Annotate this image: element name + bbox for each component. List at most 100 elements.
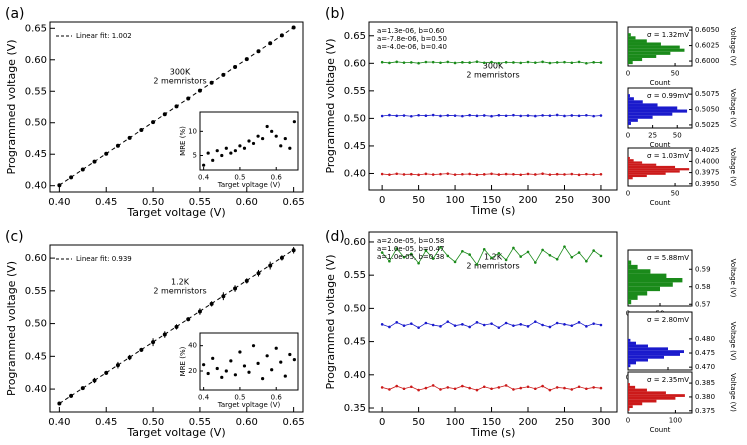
annotation: 2 memristors (466, 71, 519, 80)
annotation: 1.2K (171, 278, 190, 287)
legend-label: Linear fit: 0.939 (76, 255, 132, 263)
data-point (265, 124, 269, 129)
data-point (526, 172, 530, 176)
data-point (541, 384, 544, 388)
data-point (424, 60, 428, 64)
data-point (127, 135, 132, 140)
x-tick-label: 250 (555, 195, 574, 206)
y-tick-label: 0.480 (695, 335, 715, 343)
data-point (439, 245, 442, 249)
data-point (570, 388, 574, 391)
data-point (417, 326, 420, 329)
data-point (92, 378, 97, 383)
data-point (534, 173, 537, 176)
data-point (439, 388, 442, 391)
data-point (229, 359, 233, 363)
hist-bar (628, 61, 633, 65)
data-point (534, 261, 537, 264)
hist-bar (628, 299, 632, 305)
y-axis-label: Voltage (V) (729, 373, 737, 412)
data-point (504, 172, 508, 176)
plot-frame (368, 21, 618, 191)
sigma-label: σ = 1.32mV (647, 31, 689, 39)
y-tick-label: 40 (188, 342, 197, 350)
x-tick-label: 0.55 (189, 417, 211, 428)
data-point (585, 387, 588, 391)
y-tick-label: 0.475 (695, 349, 715, 357)
hist-bar (628, 405, 633, 409)
legend-label: a=2.0e-05, b=0.58 (377, 237, 444, 245)
x-axis-label: Target voltage (V) (126, 426, 225, 439)
x-tick-label: 150 (482, 417, 501, 428)
data-point (242, 146, 247, 150)
data-point (162, 332, 167, 337)
data-point (388, 61, 391, 65)
hist-bar (628, 282, 673, 287)
data-point (548, 173, 552, 176)
data-point (292, 120, 296, 124)
data-point (380, 323, 384, 326)
data-point (380, 172, 384, 176)
hist-bar (628, 338, 631, 342)
y-tick-label: 0.45 (25, 149, 47, 160)
data-point (526, 250, 530, 254)
data-point (279, 360, 283, 364)
hist-bar (628, 54, 657, 58)
data-point (197, 309, 202, 314)
data-point (468, 325, 471, 329)
data-point (461, 172, 464, 176)
x-tick-label: 0 (379, 195, 385, 206)
data-point (555, 172, 559, 176)
data-point (115, 363, 120, 368)
data-point (424, 321, 428, 325)
hist-bar (628, 121, 631, 125)
data-point (186, 317, 191, 322)
y-tick-label: 0.60 (25, 55, 47, 66)
data-point (402, 255, 406, 259)
x-tick-label: 0.6 (271, 394, 283, 402)
x-axis-label: Time (s) (470, 426, 516, 439)
x-tick-label: 200 (518, 417, 537, 428)
data-point (388, 259, 391, 263)
x-tick-label: 0.5 (234, 394, 245, 402)
data-point (388, 173, 391, 176)
data-point (577, 60, 581, 64)
data-point (512, 173, 515, 176)
data-point (548, 253, 552, 257)
data-point (431, 60, 435, 64)
data-point (256, 361, 260, 365)
y-axis-label: Programmed voltage (V) (5, 39, 18, 174)
y-tick-label: 0.55 (25, 86, 47, 97)
annotation: 2 memristors (153, 77, 206, 86)
x-axis-label: Target voltage (V) (217, 401, 281, 409)
y-tick-label: 0.6000 (695, 57, 720, 65)
data-point (585, 325, 588, 328)
x-tick-label: 50 (412, 417, 425, 428)
data-point (599, 386, 603, 390)
data-point (279, 33, 284, 38)
hist-bar (628, 355, 664, 359)
data-point (215, 366, 219, 371)
x-tick-label: 100 (446, 417, 465, 428)
data-point (512, 113, 515, 117)
data-point (402, 114, 406, 117)
data-point (424, 114, 428, 117)
data-point (563, 60, 566, 64)
hist-bar (628, 39, 647, 43)
data-point (417, 61, 420, 65)
y-tick-label: 0.45 (344, 141, 366, 152)
data-point (395, 172, 399, 176)
hist-bar (628, 36, 636, 40)
data-point (446, 172, 450, 175)
data-point (139, 128, 144, 133)
x-tick-label: 50 (673, 132, 682, 140)
data-point (202, 363, 206, 367)
data-point (468, 113, 471, 117)
data-point (461, 384, 464, 388)
data-point (570, 61, 574, 65)
data-point (446, 320, 450, 323)
data-point (115, 143, 120, 148)
data-point (570, 255, 574, 259)
hist-bar (628, 341, 636, 345)
